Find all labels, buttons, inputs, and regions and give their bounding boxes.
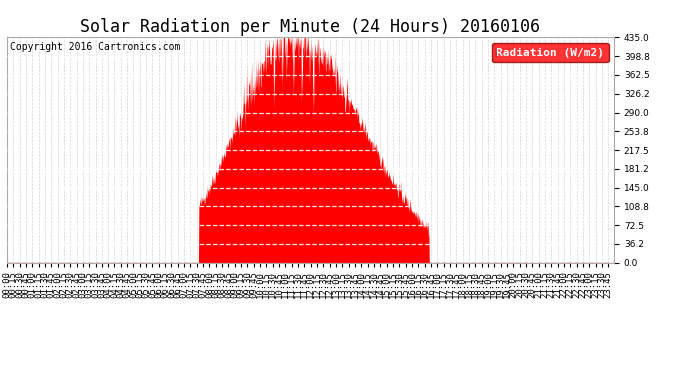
Title: Solar Radiation per Minute (24 Hours) 20160106: Solar Radiation per Minute (24 Hours) 20…	[81, 18, 540, 36]
Text: Copyright 2016 Cartronics.com: Copyright 2016 Cartronics.com	[10, 42, 180, 52]
Legend: Radiation (W/m2): Radiation (W/m2)	[492, 43, 609, 62]
